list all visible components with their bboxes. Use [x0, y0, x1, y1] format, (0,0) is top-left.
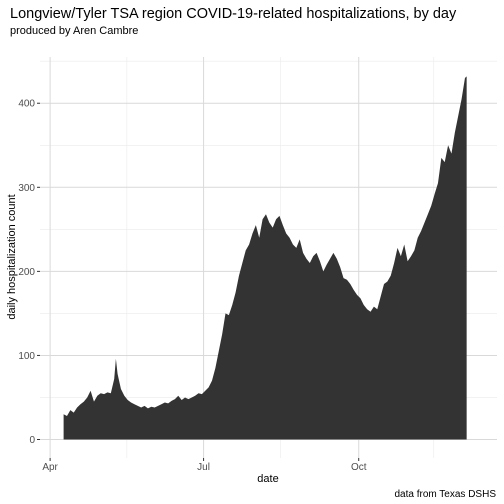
chart-title: Longview/Tyler TSA region COVID-19-relat… [10, 6, 457, 22]
chart-subtitle: produced by Aren Cambre [10, 25, 138, 37]
chart-caption: data from Texas DSHS [394, 489, 496, 500]
y-tick-label: 400 [18, 99, 35, 110]
y-axis-label: daily hospitalization count [6, 194, 18, 319]
y-tick-label: 200 [18, 267, 35, 278]
x-tick-label: Oct [351, 462, 367, 473]
x-tick-label: Apr [42, 462, 58, 473]
y-tick-label: 100 [18, 351, 35, 362]
y-tick-label: 300 [18, 183, 35, 194]
hospitalizations-area [63, 76, 467, 440]
x-axis-label: date [257, 473, 278, 485]
x-tick-label: Jul [197, 462, 210, 473]
axis-ticks: 0 100 200 300 400 Apr Jul Oct [18, 99, 366, 473]
y-tick-label: 0 [29, 435, 35, 446]
